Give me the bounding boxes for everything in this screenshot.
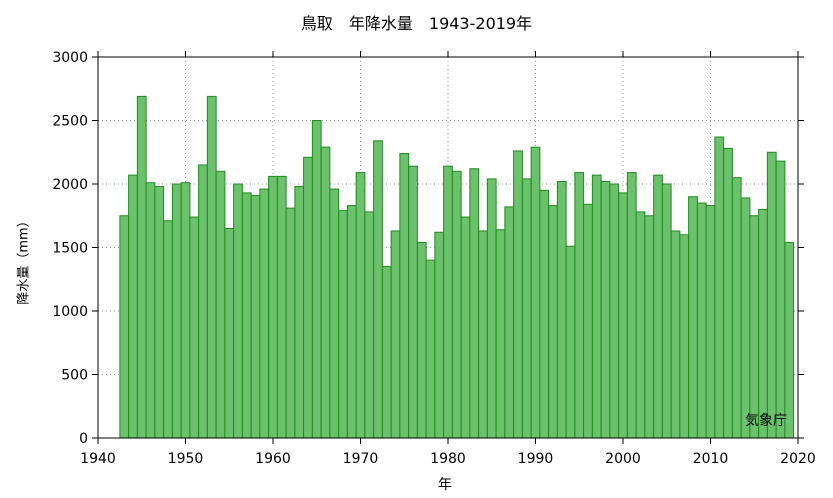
bar [145,182,156,439]
bar [749,215,760,439]
bar [198,164,208,439]
bar [740,197,751,439]
bar [609,183,620,439]
bar [171,183,182,439]
bar [530,146,541,439]
bar [548,205,558,439]
bar [758,208,768,439]
x-tick-label: 1970 [343,451,379,467]
bar [775,160,786,439]
bar [723,147,733,439]
bar [766,151,777,439]
y-tick-label: 2500 [52,114,88,130]
bar [154,186,165,439]
bar [521,178,532,439]
bar [381,266,392,439]
bar [670,230,681,439]
bar [688,196,698,439]
y-tick-label: 2000 [52,177,88,193]
bar [329,188,340,439]
bar [583,203,593,439]
bar [136,95,147,439]
x-tick-label: 2000 [605,451,641,467]
bar [189,216,200,439]
source-label: 気象庁 [745,413,787,429]
bar [285,207,296,439]
bar [469,168,480,439]
chart-title: 鳥取 年降水量 1943-2019年 [300,14,533,33]
bar [119,215,130,439]
bar [320,146,331,439]
bar [626,172,637,439]
bar [390,230,401,439]
bar [268,175,278,439]
bar [443,165,453,439]
x-axis-label: 年 [438,477,452,493]
x-tick-label: 1990 [518,451,554,467]
bar [705,205,716,439]
bar [460,216,471,439]
bar [556,180,567,439]
bar [425,259,436,439]
bar [600,180,611,439]
x-tick-label: 2020 [780,451,816,467]
bar [128,174,138,439]
bar [180,182,191,439]
bar [513,150,523,439]
bar [355,172,366,439]
x-tick-label: 1940 [80,451,116,467]
bar [163,220,173,439]
bar [233,183,243,439]
bar [364,211,375,439]
bar [495,229,506,439]
bar [215,170,226,439]
x-tick-label: 1980 [430,451,466,467]
bar [241,192,252,439]
y-tick-label: 1500 [52,241,88,257]
bar [486,178,497,439]
bar [434,231,445,439]
bar [661,183,672,439]
bar [635,211,646,439]
bar [653,174,663,439]
bar [618,192,628,439]
bar [206,95,217,439]
bar [303,156,313,439]
bar [784,241,795,439]
bar [478,230,488,439]
y-tick-label: 0 [79,431,88,447]
bar [574,172,585,439]
y-tick-label: 500 [61,368,88,384]
bar [294,186,305,439]
bar [714,136,725,439]
bar [346,205,357,439]
y-tick-label: 1000 [52,304,88,320]
bar [591,174,602,439]
bar [679,234,690,439]
bar [399,153,410,439]
bar [539,189,550,439]
x-tick-label: 1950 [168,451,204,467]
bar [408,165,418,439]
bar [276,175,287,439]
x-tick-label: 2010 [693,451,729,467]
bar [451,170,462,439]
bar [373,140,383,439]
bar [338,210,348,439]
bar [311,120,322,439]
bar [696,202,707,439]
y-axis-label: 降水量（mm） [16,214,32,305]
bar [565,245,576,439]
bar [224,227,235,439]
bar [250,194,261,439]
bar [731,177,742,439]
x-tick-label: 1960 [255,451,291,467]
y-tick-label: 3000 [52,50,88,66]
bar [504,206,515,439]
bar [416,241,427,439]
bar [259,188,270,439]
bar [644,215,655,439]
